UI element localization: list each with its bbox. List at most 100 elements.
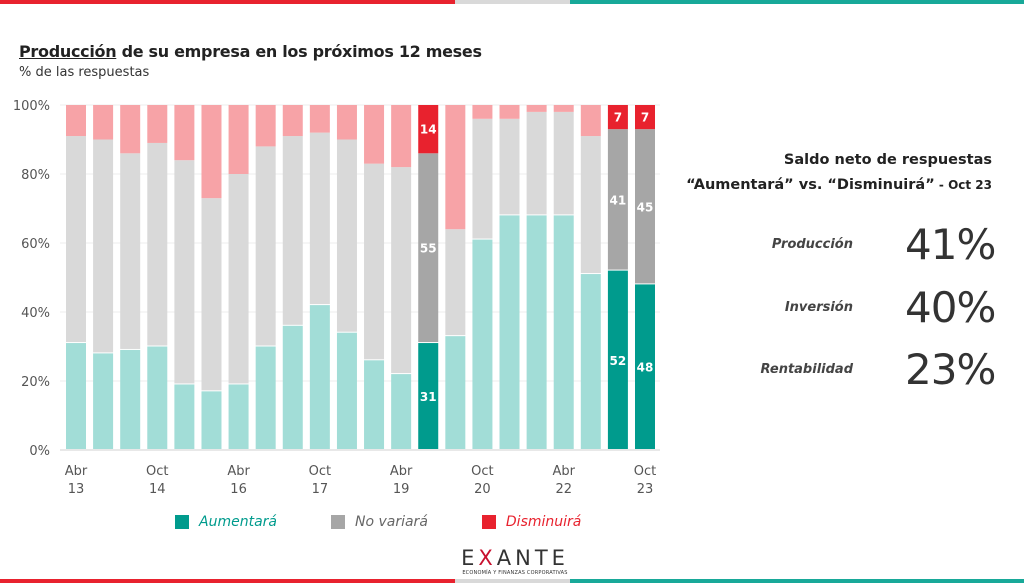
- bar-segment-no-variara: [445, 229, 466, 336]
- legend: Aumentará No variará Disminuirá: [175, 514, 581, 530]
- bar-segment-disminuira: [607, 105, 628, 130]
- x-tick-label: 16: [230, 482, 247, 497]
- bar-segment-disminuira: [418, 105, 439, 154]
- data-label: 52: [610, 354, 627, 368]
- data-label: 55: [420, 242, 437, 256]
- bar-segment-no-variara: [66, 136, 86, 343]
- bottom-stripe: [0, 579, 1024, 583]
- legend-item-disminuira: Disminuirá: [481, 514, 582, 530]
- bar-segment-disminuira: [580, 105, 601, 137]
- x-tick-label: 14: [149, 482, 166, 497]
- y-tick-label: 100%: [13, 99, 50, 114]
- bar-segment-disminuira: [93, 105, 114, 140]
- metric-label: Inversión: [784, 299, 853, 315]
- bar-segment-aumentara: [499, 215, 520, 449]
- data-label: 31: [420, 390, 437, 404]
- x-tick-label: Oct: [146, 464, 168, 479]
- logo-x: X: [478, 546, 497, 570]
- x-tick-label: Oct: [471, 464, 493, 479]
- bar-segment-aumentara: [607, 270, 628, 449]
- bar-segment-aumentara: [66, 343, 86, 449]
- bar-segment-aumentara: [147, 346, 168, 449]
- title-rest: de su empresa en los próximos 12 meses: [116, 42, 482, 61]
- bar-segment-aumentara: [93, 353, 114, 449]
- bar-segment-aumentara: [526, 215, 547, 449]
- bar-segment-no-variara: [228, 174, 249, 384]
- data-label: 45: [637, 200, 654, 214]
- legend-item-no-variara: No variará: [330, 514, 428, 530]
- bar-segment-disminuira: [635, 105, 655, 130]
- bar-segment-no-variara: [201, 198, 222, 391]
- bar-segment-disminuira: [445, 105, 466, 230]
- y-tick-label: 20%: [21, 375, 50, 390]
- bar-segment-no-variara: [147, 142, 168, 346]
- summary-title-line1: Saldo neto de respuestas: [783, 152, 992, 168]
- bar-segment-disminuira: [364, 105, 385, 164]
- data-label: 48: [637, 361, 654, 375]
- bar-segment-aumentara: [120, 349, 141, 449]
- legend-label: Disminuirá: [505, 514, 582, 530]
- legend-label: Aumentará: [199, 514, 277, 530]
- summary-title: Saldo neto de respuestas “Aumentará” vs.…: [686, 148, 992, 198]
- bar-segment-no-variara: [635, 129, 655, 284]
- exante-logo: EXANTE ECONOMÍA Y FINANZAS CORPORATIVAS: [455, 546, 575, 576]
- bar-segment-no-variara: [391, 167, 412, 374]
- bar-segment-aumentara: [309, 305, 330, 449]
- bar-segment-aumentara: [228, 384, 249, 449]
- metric-value: 41%: [905, 219, 996, 269]
- bar-segment-aumentara: [201, 391, 222, 449]
- bar-segment-no-variara: [472, 118, 493, 239]
- x-tick-label: Abr: [227, 464, 250, 479]
- bar-segment-aumentara: [472, 239, 493, 449]
- y-tick-label: 60%: [21, 237, 50, 252]
- bar-segment-no-variara: [499, 118, 520, 215]
- logo-tagline: ECONOMÍA Y FINANZAS CORPORATIVAS: [462, 570, 568, 576]
- bar-segment-disminuira: [66, 105, 86, 137]
- chart-subtitle: % de las respuestas: [19, 65, 150, 80]
- bar-segment-disminuira: [336, 105, 357, 140]
- x-tick-label: Abr: [390, 464, 413, 479]
- bar-segment-aumentara: [418, 343, 439, 449]
- bar-segment-disminuira: [526, 105, 547, 112]
- y-tick-label: 40%: [21, 306, 50, 321]
- x-tick-label: 19: [393, 482, 410, 497]
- bar-segment-no-variara: [282, 136, 303, 325]
- bar-segment-disminuira: [499, 105, 520, 119]
- bar-segment-no-variara: [336, 139, 357, 332]
- x-tick-label: 20: [474, 482, 491, 497]
- x-tick-label: 22: [555, 482, 572, 497]
- bar-segment-no-variara: [364, 163, 385, 360]
- logo-text: E: [461, 546, 479, 570]
- logo-text: ANTE: [496, 546, 569, 570]
- bar-segment-no-variara: [607, 129, 628, 270]
- stacked-bar-chart: 0% 20% 40% 60% 80% 100% Abr 13 Oct 14 Abr 16 Oct 17 Ab…: [13, 99, 660, 497]
- bar-segment-disminuira: [472, 105, 493, 119]
- metric-value: 40%: [905, 282, 996, 332]
- metric-label: Rentabilidad: [760, 361, 853, 377]
- bar-segment-no-variara: [93, 139, 114, 353]
- legend-item-aumentara: Aumentará: [175, 514, 277, 530]
- metric-produccion: Producción 41%: [690, 219, 1000, 269]
- bar-segment-disminuira: [120, 105, 141, 154]
- data-label: 41: [610, 193, 627, 207]
- y-tick-label: 80%: [21, 168, 50, 183]
- chart-title: Producción de su empresa en los próximos…: [19, 42, 482, 61]
- summary-title-suffix: - Oct 23: [934, 178, 992, 192]
- bar-segment-no-variara: [120, 153, 141, 349]
- bar-segment-aumentara: [282, 325, 303, 449]
- metric-rentabilidad: Rentabilidad 23%: [690, 344, 1000, 394]
- metric-label: Producción: [771, 236, 853, 252]
- bar-segment-no-variara: [255, 146, 276, 346]
- bar-segment-disminuira: [174, 105, 195, 161]
- bar-segment-disminuira: [201, 105, 222, 199]
- x-tick-label: Abr: [65, 464, 88, 479]
- metric-inversion: Inversión 40%: [690, 282, 1000, 332]
- bar-segment-aumentara: [635, 284, 655, 449]
- bar-segment-no-variara: [526, 111, 547, 215]
- bar-segment-disminuira: [147, 105, 168, 143]
- bar-segment-aumentara: [445, 336, 466, 449]
- metric-value: 23%: [905, 344, 996, 394]
- x-tick-label: Abr: [552, 464, 575, 479]
- x-tick-label: 13: [68, 482, 85, 497]
- bar-segment-disminuira: [228, 105, 249, 174]
